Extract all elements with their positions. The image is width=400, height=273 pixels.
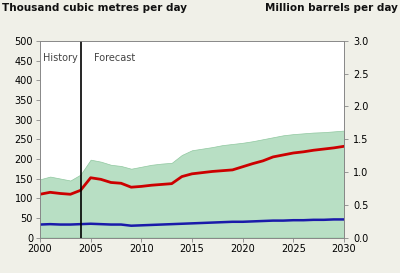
Text: Forecast: Forecast <box>94 53 135 63</box>
Text: Million barrels per day: Million barrels per day <box>265 3 398 13</box>
Text: Thousand cubic metres per day: Thousand cubic metres per day <box>2 3 187 13</box>
Text: History: History <box>43 53 78 63</box>
